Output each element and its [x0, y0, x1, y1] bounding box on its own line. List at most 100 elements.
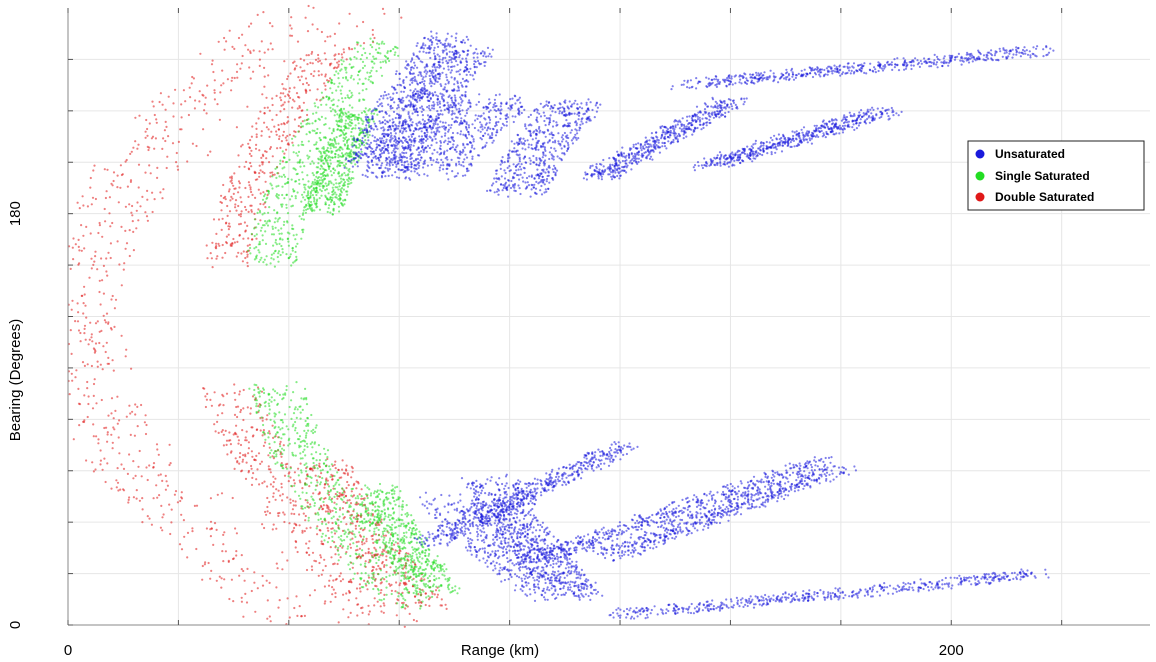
data-point	[233, 467, 236, 470]
data-point	[461, 49, 464, 53]
data-point	[459, 96, 462, 99]
data-point	[315, 166, 318, 169]
data-point	[322, 174, 325, 178]
data-point	[268, 408, 271, 411]
data-point	[388, 59, 391, 63]
data-point	[131, 214, 134, 217]
data-point	[413, 98, 417, 101]
data-point	[356, 517, 359, 521]
data-point	[272, 244, 275, 247]
data-point	[265, 150, 268, 153]
data-point	[361, 539, 364, 542]
data-point	[342, 199, 345, 202]
data-point	[253, 383, 256, 386]
data-point	[456, 592, 459, 595]
data-point	[371, 551, 374, 554]
data-point	[213, 391, 216, 394]
data-point	[339, 197, 342, 200]
data-point	[354, 497, 357, 500]
data-point	[317, 444, 320, 447]
data-point	[327, 207, 330, 210]
data-point	[292, 479, 295, 482]
data-point	[118, 419, 121, 422]
data-point	[110, 412, 113, 415]
data-point	[144, 171, 147, 174]
data-point	[385, 555, 388, 558]
data-point	[92, 382, 96, 386]
data-point	[322, 184, 325, 187]
data-point	[402, 597, 405, 600]
data-point	[77, 245, 80, 248]
data-point	[373, 546, 376, 550]
data-point	[381, 121, 384, 124]
data-point	[293, 526, 296, 530]
data-point	[480, 52, 483, 55]
data-point	[277, 489, 280, 492]
data-point	[318, 491, 321, 494]
data-point	[290, 16, 293, 19]
data-point	[255, 454, 258, 457]
data-point	[309, 149, 312, 152]
data-point	[466, 49, 469, 52]
data-point	[370, 535, 373, 538]
data-point	[266, 496, 269, 500]
data-point	[283, 474, 287, 477]
data-point	[255, 143, 258, 146]
data-point	[246, 406, 249, 409]
data-point	[319, 155, 322, 158]
data-point	[419, 90, 422, 94]
data-point	[372, 518, 376, 521]
data-point	[395, 144, 398, 147]
data-point	[269, 468, 272, 471]
data-point	[324, 174, 327, 178]
data-point	[330, 174, 333, 177]
data-point	[337, 60, 341, 63]
data-point	[395, 165, 398, 168]
data-point	[293, 482, 296, 485]
data-point	[380, 581, 383, 584]
data-point	[329, 600, 332, 603]
data-point	[338, 109, 341, 112]
data-point	[216, 103, 219, 106]
data-point	[331, 199, 334, 202]
data-point	[349, 76, 352, 79]
data-point	[332, 588, 335, 591]
data-point	[145, 215, 149, 218]
data-point	[339, 544, 342, 548]
data-point	[326, 210, 329, 214]
data-point	[341, 119, 344, 122]
data-point	[411, 527, 414, 531]
data-point	[114, 409, 117, 412]
data-point	[92, 394, 95, 397]
data-point	[371, 568, 374, 572]
data-point	[444, 603, 447, 606]
data-point	[465, 57, 468, 60]
data-point	[407, 579, 411, 583]
data-point	[299, 481, 302, 484]
data-point	[263, 480, 266, 483]
data-point	[348, 118, 351, 121]
data-point	[406, 575, 409, 578]
data-point	[334, 545, 337, 548]
data-point	[261, 153, 264, 156]
data-point	[150, 523, 153, 526]
data-point	[374, 557, 377, 560]
data-point	[420, 97, 424, 100]
data-point	[417, 121, 420, 124]
data-point	[80, 249, 83, 252]
data-point	[238, 233, 241, 237]
data-point	[257, 409, 260, 412]
data-point	[317, 574, 320, 577]
data-point	[396, 602, 399, 605]
data-point	[401, 503, 404, 506]
data-point	[320, 103, 323, 106]
data-point	[274, 249, 277, 252]
data-point	[275, 488, 278, 491]
data-point	[428, 104, 431, 107]
data-point	[351, 537, 354, 540]
data-point	[387, 550, 390, 553]
data-point	[338, 185, 341, 188]
data-point	[300, 469, 303, 472]
data-point	[391, 528, 394, 531]
data-point	[316, 28, 319, 31]
